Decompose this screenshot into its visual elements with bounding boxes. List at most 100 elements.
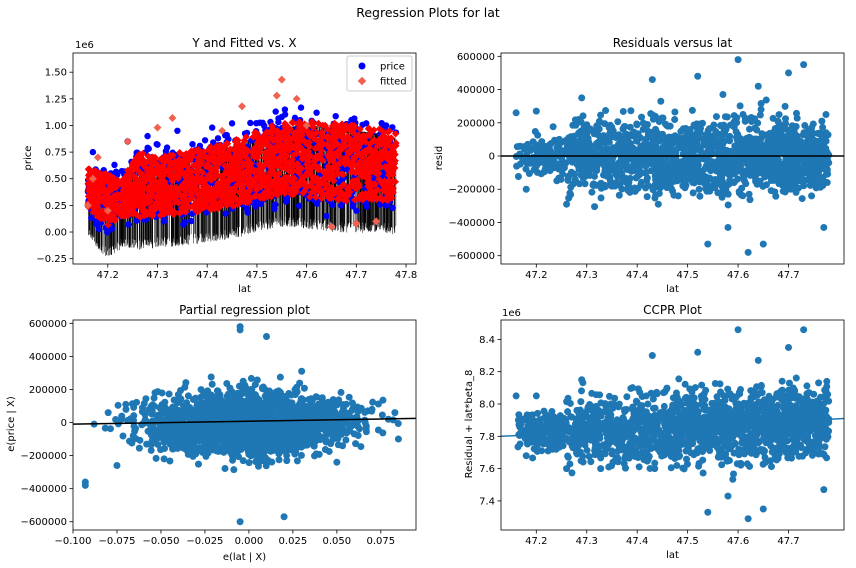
- price-point: [336, 178, 343, 186]
- y-tick-label: 0.00: [45, 228, 67, 239]
- fitted-point: [300, 178, 308, 186]
- fitted-point: [102, 199, 110, 208]
- data-point: [581, 180, 589, 188]
- data-point: [619, 107, 627, 115]
- data-point: [618, 185, 626, 193]
- fitted-point: [292, 94, 301, 103]
- plot-area: [501, 56, 844, 256]
- data-point: [662, 120, 670, 128]
- data-point: [530, 166, 538, 174]
- fitted-point: [113, 190, 122, 199]
- panel-residuals-versus-lat: Residuals versus lat lat resid 47.2 47.3 4…: [434, 36, 845, 295]
- data-point: [688, 106, 696, 114]
- data-point: [631, 187, 639, 195]
- data-point: [671, 115, 679, 123]
- data-point: [521, 145, 529, 153]
- data-point: [569, 121, 577, 129]
- fitted-point: [234, 152, 242, 160]
- fitted-point: [256, 144, 264, 153]
- fitted-point: [207, 164, 215, 173]
- fitted-point: [139, 201, 148, 210]
- fitted-point: [213, 164, 221, 172]
- data-point: [586, 171, 594, 179]
- y-tick-label: 1.25: [45, 94, 67, 105]
- y-tick-label: 0.25: [45, 201, 67, 212]
- data-point: [649, 115, 657, 123]
- price-point: [283, 196, 290, 204]
- data-point: [650, 139, 658, 147]
- price-point: [313, 109, 320, 116]
- legend-marker-fitted: [357, 76, 367, 86]
- legend: price fitted: [346, 55, 413, 92]
- fitted-point: [107, 184, 115, 192]
- fitted-point: [111, 216, 119, 225]
- fitted-point: [225, 189, 234, 197]
- data-point: [815, 130, 823, 138]
- fitted-point: [165, 165, 174, 173]
- data-point: [819, 123, 827, 131]
- fitted-point: [104, 221, 112, 229]
- data-point: [754, 119, 762, 127]
- data-point: [783, 185, 791, 193]
- fitted-point: [148, 160, 156, 168]
- fitted-point: [352, 180, 360, 188]
- fitted-point: [207, 176, 215, 184]
- data-point: [583, 121, 591, 129]
- price-point: [160, 218, 168, 225]
- price-point: [104, 229, 111, 236]
- panel-y-and-fitted: Y and Fitted vs. X lat price 1e6 47.2 47.…: [23, 36, 417, 295]
- data-point: [810, 173, 818, 181]
- data-point: [691, 176, 699, 184]
- data-point: [793, 114, 801, 122]
- fitted-point: [370, 180, 379, 189]
- price-point: [214, 135, 222, 142]
- data-point: [701, 165, 709, 173]
- legend-label-fitted: fitted: [380, 77, 407, 88]
- fitted-point: [204, 146, 213, 154]
- price-point: [95, 225, 103, 233]
- data-point: [651, 183, 659, 191]
- fitted-point: [209, 190, 217, 199]
- fitted-point: [249, 152, 258, 160]
- price-point: [201, 137, 209, 144]
- price-point: [256, 119, 264, 126]
- data-point: [730, 170, 738, 178]
- data-point: [566, 189, 574, 197]
- fitted-point: [123, 192, 132, 201]
- fitted-point: [385, 127, 394, 135]
- fitted-point: [182, 150, 190, 158]
- fitted-point: [373, 154, 381, 162]
- fitted-point: [366, 130, 374, 138]
- fitted-point: [289, 160, 298, 168]
- data-point: [614, 118, 622, 126]
- price-point: [363, 203, 370, 210]
- fitted-point: [329, 142, 338, 151]
- fitted-point: [108, 202, 117, 210]
- data-point: [514, 173, 522, 181]
- price-point: [296, 202, 303, 209]
- fitted-point: [181, 178, 189, 186]
- fitted-point: [216, 172, 225, 181]
- data-point: [669, 187, 677, 195]
- data-point: [567, 168, 575, 176]
- fitted-point: [212, 200, 221, 208]
- fitted-point: [289, 190, 298, 199]
- price-point: [111, 161, 118, 169]
- data-point: [627, 107, 635, 115]
- price-point: [244, 209, 251, 216]
- fitted-point: [268, 152, 276, 160]
- data-point: [637, 178, 645, 186]
- x-tick-label: 47.5: [246, 270, 268, 281]
- fitted-point: [319, 190, 327, 198]
- fitted-point: [299, 189, 307, 197]
- fitted-point: [280, 127, 288, 135]
- data-point: [801, 122, 809, 130]
- fitted-point: [123, 170, 132, 179]
- data-point: [792, 188, 800, 196]
- fitted-point: [351, 169, 360, 177]
- fitted-point: [321, 174, 330, 183]
- price-point: [208, 124, 216, 131]
- fitted-point: [289, 119, 297, 127]
- fitted-point: [276, 140, 284, 148]
- data-point: [513, 162, 521, 170]
